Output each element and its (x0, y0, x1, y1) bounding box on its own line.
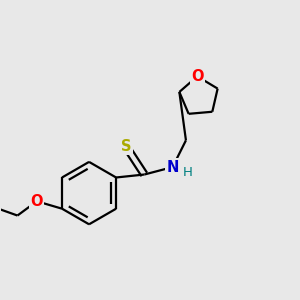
Text: N: N (167, 160, 179, 175)
Text: O: O (191, 69, 203, 84)
Text: O: O (31, 194, 43, 209)
Text: S: S (121, 139, 131, 154)
Text: H: H (183, 166, 193, 179)
